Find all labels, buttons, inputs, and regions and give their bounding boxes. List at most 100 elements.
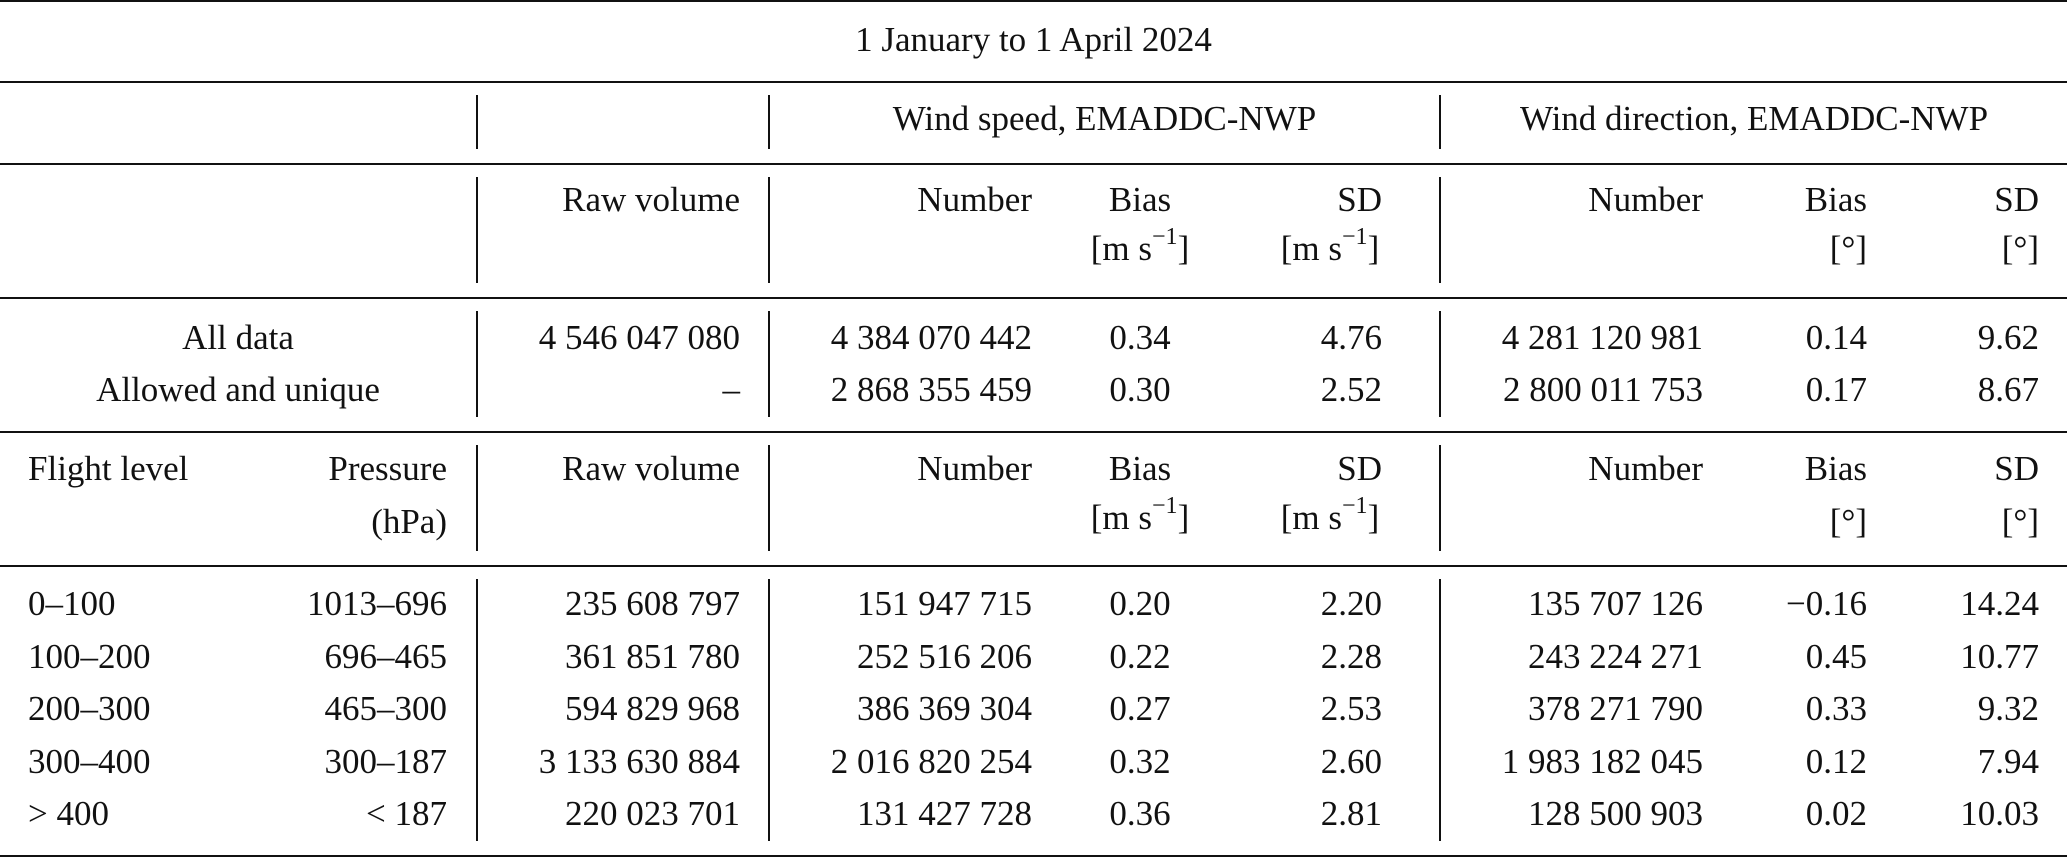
- header-raw-volume: Raw volume: [562, 180, 740, 219]
- rule-bottom: [0, 855, 2067, 857]
- cell-ws-sd: 2.28: [1320, 637, 1382, 676]
- cell-raw-volume: 4 546 047 080: [538, 318, 740, 357]
- cell-wd-number: 1 983 182 045: [1501, 742, 1703, 781]
- summary-row-label: All data: [182, 318, 294, 357]
- cell-wd-bias: −0.16: [1786, 584, 1867, 623]
- vrule: [768, 311, 770, 417]
- header-wd-sd-unit: [°]: [2001, 229, 2039, 268]
- header-pressure: Pressure: [328, 449, 447, 488]
- cell-ws-bias: 0.20: [1109, 584, 1171, 623]
- vrule: [768, 445, 770, 551]
- cell-wd-sd: 8.67: [1977, 370, 2039, 409]
- cell-ws-number: 131 427 728: [857, 794, 1032, 833]
- cell-pressure: < 187: [366, 794, 447, 833]
- cell-wd-number: 2 800 011 753: [1503, 370, 1703, 409]
- cell-raw-volume: 235 608 797: [565, 584, 740, 623]
- cell-ws-number: 252 516 206: [857, 637, 1032, 676]
- header-ws-bias-unit-2: [m s−1]: [1090, 493, 1190, 537]
- header-wd-number: Number: [1588, 180, 1703, 219]
- cell-pressure: 300–187: [324, 742, 448, 781]
- cell-raw-volume: 361 851 780: [565, 637, 740, 676]
- group-header-wind-speed: Wind speed, EMADDC-NWP: [892, 99, 1317, 138]
- cell-pressure: 465–300: [324, 689, 448, 728]
- cell-ws-sd: 2.60: [1320, 742, 1382, 781]
- group-header-wind-direction: Wind direction, EMADDC-NWP: [1519, 99, 1989, 138]
- cell-wd-bias: 0.45: [1805, 637, 1867, 676]
- vrule: [1439, 177, 1441, 283]
- vrule: [1439, 445, 1441, 551]
- header-wd-bias-unit-2: [°]: [1829, 502, 1867, 541]
- header-ws-sd: SD: [1337, 180, 1382, 219]
- header-ws-sd-unit: [m s−1]: [1280, 224, 1380, 268]
- cell-raw-volume: 594 829 968: [565, 689, 740, 728]
- cell-ws-number: 386 369 304: [857, 689, 1032, 728]
- header-pressure-unit: (hPa): [371, 502, 447, 541]
- cell-pressure: 1013–696: [307, 584, 447, 623]
- cell-ws-sd: 2.52: [1320, 370, 1382, 409]
- cell-raw-volume: 220 023 701: [565, 794, 740, 833]
- cell-wd-bias: 0.17: [1805, 370, 1867, 409]
- cell-wd-sd: 10.03: [1960, 794, 2039, 833]
- cell-ws-number: 2 016 820 254: [830, 742, 1032, 781]
- header-wd-bias: Bias: [1804, 180, 1867, 219]
- rule-group: [0, 163, 2067, 165]
- cell-wd-sd: 9.62: [1977, 318, 2039, 357]
- header-wd-number-2: Number: [1588, 449, 1703, 488]
- cell-wd-bias: 0.02: [1805, 794, 1867, 833]
- cell-ws-bias: 0.36: [1109, 794, 1171, 833]
- rule-header: [0, 297, 2067, 299]
- cell-ws-sd: 2.53: [1320, 689, 1382, 728]
- cell-pressure: 696–465: [324, 637, 448, 676]
- cell-wd-sd: 9.32: [1977, 689, 2039, 728]
- cell-flight-level: > 400: [28, 794, 109, 833]
- cell-wd-number: 4 281 120 981: [1501, 318, 1703, 357]
- cell-raw-volume: –: [722, 370, 741, 409]
- vrule: [1439, 579, 1441, 841]
- header-ws-bias-2: Bias: [1108, 449, 1172, 488]
- cell-ws-sd: 2.81: [1320, 794, 1382, 833]
- cell-ws-sd: 2.20: [1320, 584, 1382, 623]
- vrule: [476, 177, 478, 283]
- cell-ws-bias: 0.22: [1109, 637, 1171, 676]
- rule-level-header: [0, 565, 2067, 567]
- header-ws-sd-2: SD: [1337, 449, 1382, 488]
- cell-wd-sd: 10.77: [1960, 637, 2039, 676]
- header-ws-bias-unit: [m s−1]: [1090, 224, 1190, 268]
- header-raw-volume-2: Raw volume: [562, 449, 740, 488]
- cell-ws-sd: 4.76: [1320, 318, 1382, 357]
- vrule: [476, 311, 478, 417]
- cell-wd-number: 128 500 903: [1528, 794, 1703, 833]
- cell-ws-bias: 0.32: [1109, 742, 1171, 781]
- header-wd-sd-2: SD: [1994, 449, 2039, 488]
- vrule: [1439, 95, 1441, 149]
- header-ws-bias: Bias: [1108, 180, 1172, 219]
- header-ws-number: Number: [917, 180, 1032, 219]
- header-wd-sd-unit-2: [°]: [2001, 502, 2039, 541]
- rule-title: [0, 81, 2067, 83]
- cell-ws-number: 151 947 715: [857, 584, 1032, 623]
- vrule: [768, 177, 770, 283]
- summary-row-label: Allowed and unique: [96, 370, 380, 409]
- cell-wd-number: 243 224 271: [1528, 637, 1703, 676]
- vrule: [476, 445, 478, 551]
- cell-wd-bias: 0.14: [1805, 318, 1867, 357]
- cell-ws-bias: 0.30: [1109, 370, 1171, 409]
- table-title: 1 January to 1 April 2024: [855, 20, 1212, 59]
- cell-ws-bias: 0.34: [1109, 318, 1171, 357]
- rule-top: [0, 0, 2067, 2]
- cell-ws-number: 2 868 355 459: [830, 370, 1032, 409]
- cell-raw-volume: 3 133 630 884: [538, 742, 740, 781]
- cell-wd-bias: 0.12: [1805, 742, 1867, 781]
- cell-ws-number: 4 384 070 442: [830, 318, 1032, 357]
- header-ws-number-2: Number: [917, 449, 1032, 488]
- cell-ws-bias: 0.27: [1109, 689, 1171, 728]
- cell-wd-number: 135 707 126: [1528, 584, 1703, 623]
- header-wd-bias-unit: [°]: [1829, 229, 1867, 268]
- cell-flight-level: 0–100: [28, 584, 116, 623]
- vrule: [476, 95, 478, 149]
- vrule: [768, 579, 770, 841]
- header-ws-sd-unit-2: [m s−1]: [1280, 493, 1380, 537]
- cell-flight-level: 300–400: [28, 742, 151, 781]
- vrule: [1439, 311, 1441, 417]
